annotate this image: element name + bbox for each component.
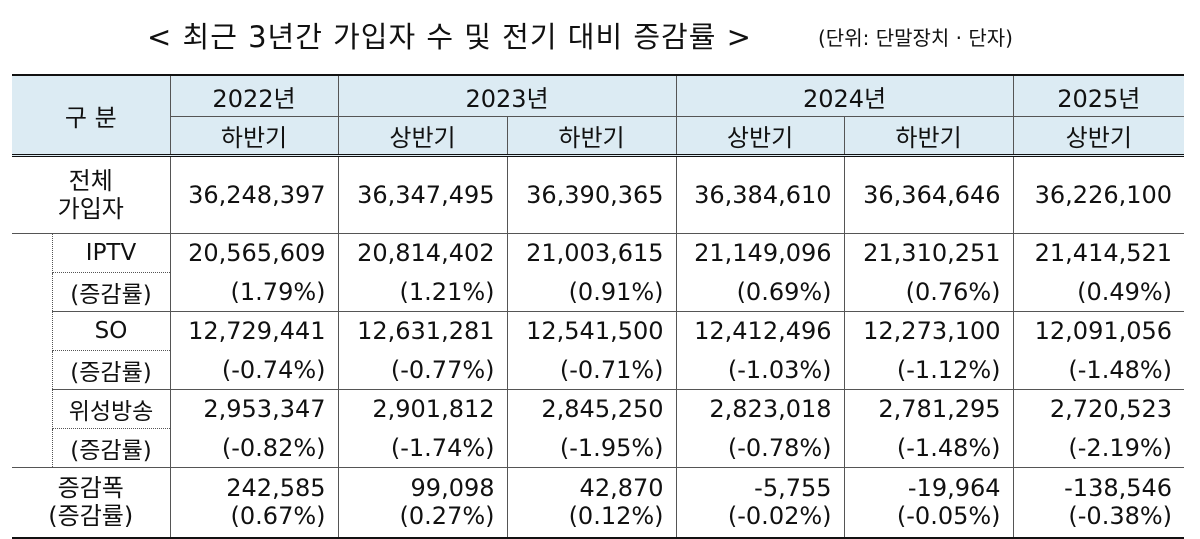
so-label: SO xyxy=(51,311,171,351)
table-cell: 42,870 (0.12%) xyxy=(506,467,677,539)
change-rate: (0.67%) xyxy=(230,502,326,531)
table-cell: (-0.71%) xyxy=(506,350,677,390)
table-cell: 12,091,056 xyxy=(1012,311,1185,351)
table-cell: 12,631,281 xyxy=(337,311,508,351)
category-header: 구 분 xyxy=(12,74,171,157)
table-cell: 20,814,402 xyxy=(337,233,508,273)
half-header: 하반기 xyxy=(843,116,1014,157)
table-cell: (0.91%) xyxy=(506,272,677,312)
change-label: 증감폭 (증감률) xyxy=(12,467,171,539)
table-cell: (1.21%) xyxy=(337,272,508,312)
label-line: 전체 xyxy=(68,167,113,195)
table-cell: (-1.48%) xyxy=(843,428,1014,468)
subscriber-table: 구 분 2022년 2023년 2024년 2025년 하반기 상반기 하반기 … xyxy=(12,74,1185,539)
table-cell: (-0.78%) xyxy=(675,428,845,468)
table-cell: -138,546 (-0.38%) xyxy=(1012,467,1185,539)
table-cell: 12,541,500 xyxy=(506,311,677,351)
label-line: (증감률) xyxy=(48,502,134,531)
table-cell: (0.69%) xyxy=(675,272,845,312)
table-cell: 2,901,812 xyxy=(337,389,508,429)
table-cell: (-1.74%) xyxy=(337,428,508,468)
change-value: 242,585 xyxy=(226,474,326,503)
table-cell: (-0.82%) xyxy=(169,428,339,468)
table-cell: 36,390,365 xyxy=(506,155,677,234)
table-cell: 20,565,609 xyxy=(169,233,339,273)
table-cell: (0.76%) xyxy=(843,272,1014,312)
table-cell: 2,720,523 xyxy=(1012,389,1185,429)
table-cell: 21,003,615 xyxy=(506,233,677,273)
change-rate: (0.27%) xyxy=(399,502,495,531)
table-cell: 36,248,397 xyxy=(169,155,339,234)
table-cell: 21,149,096 xyxy=(675,233,845,273)
table-cell: 36,226,100 xyxy=(1012,155,1185,234)
half-header: 상반기 xyxy=(337,116,508,157)
total-subscribers-label: 전체 가입자 xyxy=(12,155,171,234)
satellite-label: 위성방송 xyxy=(51,389,171,429)
table-cell: (-1.95%) xyxy=(506,428,677,468)
change-value: 99,098 xyxy=(410,474,495,503)
table-cell: -5,755 (-0.02%) xyxy=(675,467,845,539)
iptv-label: IPTV xyxy=(51,233,171,273)
table-cell: (-0.74%) xyxy=(169,350,339,390)
change-value: -5,755 xyxy=(754,474,832,503)
table-cell: -19,964 (-0.05%) xyxy=(843,467,1014,539)
year-header: 2025년 xyxy=(1012,74,1185,117)
table-cell: 2,845,250 xyxy=(506,389,677,429)
label-line: 가입자 xyxy=(57,195,124,223)
table-cell: 242,585 (0.67%) xyxy=(169,467,339,539)
change-rate: (-0.05%) xyxy=(896,502,1001,531)
change-rate: (0.12%) xyxy=(568,502,664,531)
table-cell: (1.79%) xyxy=(169,272,339,312)
change-value: 42,870 xyxy=(579,474,664,503)
half-header: 상반기 xyxy=(675,116,845,157)
change-rate: (-0.38%) xyxy=(1068,502,1173,531)
half-header: 하반기 xyxy=(506,116,677,157)
change-value: -19,964 xyxy=(907,474,1001,503)
change-value: -138,546 xyxy=(1064,474,1173,503)
table-cell: 12,729,441 xyxy=(169,311,339,351)
table-cell: (-1.12%) xyxy=(843,350,1014,390)
year-header: 2023년 xyxy=(337,74,677,117)
change-rate: (-0.02%) xyxy=(727,502,832,531)
table-cell: 99,098 (0.27%) xyxy=(337,467,508,539)
indent-gutter xyxy=(12,233,52,468)
title-row: < 최근 3년간 가입자 수 및 전기 대비 증감률 > (단위: 단말장치 ·… xyxy=(0,0,1200,68)
label-line: 증감폭 xyxy=(57,474,124,503)
table-cell: 2,823,018 xyxy=(675,389,845,429)
table-cell: 21,310,251 xyxy=(843,233,1014,273)
table-cell: 36,384,610 xyxy=(675,155,845,234)
table-cell: (-1.48%) xyxy=(1012,350,1185,390)
table-cell: 36,364,646 xyxy=(843,155,1014,234)
unit-note: (단위: 단말장치 · 단자) xyxy=(818,26,1013,50)
table-cell: 2,953,347 xyxy=(169,389,339,429)
half-header: 상반기 xyxy=(1012,116,1185,157)
table-cell: 12,412,496 xyxy=(675,311,845,351)
table-title: < 최근 3년간 가입자 수 및 전기 대비 증감률 > xyxy=(147,20,752,54)
table-cell: (0.49%) xyxy=(1012,272,1185,312)
table-cell: (-1.03%) xyxy=(675,350,845,390)
year-header: 2024년 xyxy=(675,74,1014,117)
table-cell: (-2.19%) xyxy=(1012,428,1185,468)
rate-label: (증감률) xyxy=(51,428,171,468)
year-header: 2022년 xyxy=(169,74,339,117)
table-cell: 2,781,295 xyxy=(843,389,1014,429)
half-header: 하반기 xyxy=(169,116,339,157)
table-cell: 21,414,521 xyxy=(1012,233,1185,273)
table-cell: (-0.77%) xyxy=(337,350,508,390)
rate-label: (증감률) xyxy=(51,350,171,390)
rate-label: (증감률) xyxy=(51,272,171,312)
table-cell: 12,273,100 xyxy=(843,311,1014,351)
table-cell: 36,347,495 xyxy=(337,155,508,234)
